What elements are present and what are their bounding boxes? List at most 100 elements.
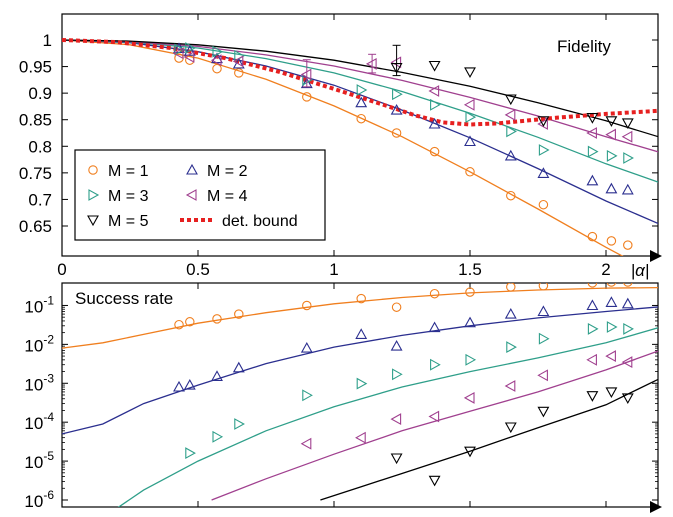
fidelity-point-M1	[302, 92, 312, 102]
fidelity-point-M3	[174, 43, 186, 56]
success-point-M2	[355, 328, 368, 339]
y-tick-label: 10-2	[24, 332, 54, 355]
x-tick-label: 1.5	[458, 260, 482, 279]
success-point-M4	[537, 369, 548, 382]
success-point-M3	[234, 418, 245, 430]
fidelity-point-M5	[605, 116, 618, 127]
success-point-M3	[506, 341, 517, 354]
fidelity-panel: 1 0.95 0.9 0.85 0.8 0.75 0.7 0.65 0 0.5 1 1.5 2 |α|	[19, 13, 662, 280]
success-point-M2	[390, 339, 403, 351]
legend-label: M = 1	[108, 163, 149, 180]
success-point-M5	[390, 453, 403, 465]
fidelity-point-M2	[300, 77, 313, 89]
success-point-M1	[185, 317, 195, 327]
success-point-M1	[465, 287, 475, 297]
success-point-M1	[356, 293, 366, 304]
legend-swatch-M5	[87, 215, 99, 227]
fidelity-point-M4	[210, 54, 222, 67]
success-point-M1	[174, 319, 184, 330]
fidelity-point-M5	[537, 116, 550, 127]
success-point-M2	[211, 370, 223, 381]
fidelity-point-M3	[623, 152, 634, 164]
success-point-M4	[428, 410, 440, 423]
success-point-M5	[621, 393, 634, 405]
y-tick-exponent: -1	[43, 293, 54, 307]
fidelity-point-M2	[390, 103, 403, 115]
fidelity-point-M2	[464, 135, 476, 147]
x-axis-arrow-bottom	[650, 501, 662, 513]
success-curve-M3	[117, 327, 658, 507]
y-tick-base: 10	[24, 375, 43, 394]
y-tick-label: 10-6	[24, 488, 54, 511]
y-tick-label: 0.85	[19, 111, 52, 130]
success-point-M4	[300, 437, 312, 450]
fidelity-point-M4	[172, 47, 184, 60]
success-point-M3	[538, 332, 550, 345]
fidelity-point-M4	[428, 85, 440, 97]
success-point-M1	[391, 302, 402, 312]
y-tick-base: 10	[24, 414, 43, 433]
success-point-M4	[586, 353, 597, 366]
fidelity-point-M3	[185, 42, 196, 54]
fidelity-point-M4	[621, 130, 633, 143]
fidelity-curve-M3	[62, 39, 658, 183]
legend-label: det. bound	[222, 213, 298, 230]
success-point-M2	[232, 361, 245, 373]
fidelity-point-M3	[212, 45, 224, 58]
fidelity-point-M3	[465, 111, 477, 124]
success-curve-M2	[62, 306, 658, 435]
fidelity-curve-M5	[62, 39, 658, 138]
y-tick-label: 0.8	[28, 137, 52, 156]
success-point-M3	[465, 353, 477, 366]
success-point-M2	[464, 316, 476, 328]
y-tick-exponent: -2	[43, 332, 54, 346]
success-point-M2	[537, 305, 550, 317]
success-point-M1	[587, 283, 598, 288]
fidelity-point-M2	[537, 167, 550, 178]
success-point-M2	[586, 299, 599, 311]
x-tick-label: 2	[601, 260, 610, 279]
success-point-M1	[234, 309, 244, 319]
y-tick-label: 0.65	[19, 217, 52, 236]
success-point-M5	[537, 406, 550, 418]
y-tick-label: 10-3	[24, 371, 54, 394]
legend-swatch-M1	[88, 165, 98, 175]
legend-label: M = 2	[207, 163, 248, 180]
success-point-M4	[390, 413, 402, 426]
success-point-M3	[430, 358, 441, 371]
fidelity-point-M2	[621, 183, 634, 195]
x-axis-label: |α|	[631, 261, 650, 280]
fidelity-point-M2	[232, 57, 245, 69]
y-tick-base: 10	[24, 297, 43, 316]
fidelity-plot-area	[62, 38, 658, 256]
fidelity-curve-M1	[62, 39, 624, 256]
success-point-M1	[212, 314, 222, 324]
fidelity-curve-M4	[62, 39, 658, 153]
fidelity-point-M1	[234, 68, 244, 78]
fidelity-point-M1	[538, 199, 549, 210]
fidelity-point-M4	[232, 55, 244, 68]
y-tick-label: 0.95	[19, 58, 52, 77]
success-point-M2	[504, 307, 517, 319]
fidelity-point-M3	[606, 149, 618, 162]
y-tick-exponent: -4	[43, 410, 54, 424]
success-point-M3	[212, 430, 224, 443]
y-tick-label: 0.75	[19, 164, 52, 183]
success-point-M2	[173, 380, 185, 392]
fidelity-point-M1	[212, 63, 222, 74]
x-tick-label: 1	[329, 260, 338, 279]
success-point-M5	[464, 446, 476, 458]
fidelity-point-M2	[428, 117, 441, 129]
success-point-M2	[183, 378, 196, 390]
legend-swatch-M3	[88, 189, 100, 201]
success-point-M2	[428, 321, 441, 333]
fidelity-point-M3	[430, 98, 441, 111]
legend-label: M = 5	[108, 213, 149, 230]
fidelity-point-M1	[506, 190, 516, 201]
success-point-M3	[392, 368, 403, 381]
fidelity-point-M2	[355, 96, 368, 108]
success-point-M4	[355, 431, 366, 444]
fidelity-point-M3	[538, 144, 550, 156]
success-point-M4	[621, 356, 633, 369]
legend-label: M = 4	[207, 188, 248, 205]
